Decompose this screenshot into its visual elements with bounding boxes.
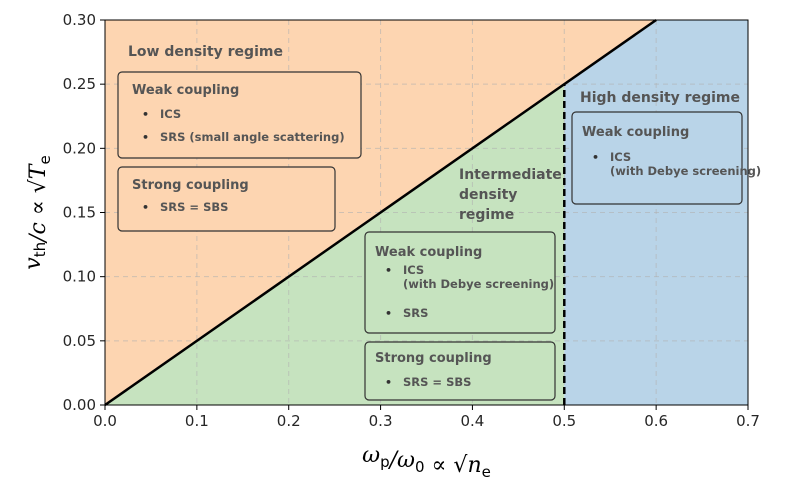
intermediate-density-title: regime bbox=[459, 207, 514, 223]
x-tick-label: 0.3 bbox=[369, 412, 393, 430]
bullet-icon: • bbox=[142, 108, 149, 121]
x-tick-label: 0.1 bbox=[185, 412, 209, 430]
annotations: Low density regime Intermediate density reg… bbox=[117, 44, 761, 401]
y-tick-label: 0.25 bbox=[63, 75, 96, 93]
boundary-lines bbox=[104, 18, 657, 407]
coupling-box-frame bbox=[364, 341, 556, 401]
coupling-box-title: Strong coupling bbox=[375, 351, 492, 366]
axis-labels: ωp/ω0 ∝ √ne vth/c ∝ √Te bbox=[21, 155, 491, 481]
coupling-box-low-weak: Weak coupling • ICS • SRS (small angle scatt… bbox=[117, 71, 362, 159]
x-tick-label: 0.5 bbox=[552, 412, 576, 430]
y-tick-label: 0.00 bbox=[63, 396, 96, 414]
bullet-icon: • bbox=[385, 264, 392, 277]
coupling-box-item: (with Debye screening) bbox=[610, 164, 761, 178]
x-tick-label: 0.6 bbox=[644, 412, 668, 430]
x-axis-label: ωp/ω0 ∝ √ne bbox=[362, 443, 491, 481]
coupling-box-title: Strong coupling bbox=[132, 178, 249, 193]
x-tick-label: 0.4 bbox=[460, 412, 484, 430]
coupling-box-title: Weak coupling bbox=[132, 83, 239, 98]
bullet-icon: • bbox=[592, 151, 599, 164]
coupling-box-item: SRS bbox=[403, 306, 428, 320]
coupling-box-frame bbox=[117, 166, 336, 232]
coupling-box-inter-strong: Strong coupling • SRS = SBS bbox=[364, 341, 556, 401]
x-tick-label: 0.2 bbox=[277, 412, 301, 430]
coupling-box-item: SRS = SBS bbox=[160, 200, 228, 214]
coupling-box-item: ICS bbox=[610, 150, 631, 164]
intermediate-density-title: Intermediate bbox=[459, 167, 562, 183]
y-tick-label: 0.20 bbox=[63, 139, 96, 157]
bullet-icon: • bbox=[385, 376, 392, 389]
coupling-box-item: (with Debye screening) bbox=[403, 277, 554, 291]
high-density-title: High density regime bbox=[580, 90, 740, 106]
coupling-box-item: SRS (small angle scattering) bbox=[160, 130, 345, 144]
coupling-box-inter-weak: Weak coupling • ICS(with Debye screening) •… bbox=[364, 231, 556, 334]
coupling-box-frame bbox=[117, 71, 362, 159]
bullet-icon: • bbox=[142, 201, 149, 214]
y-tick-label: 0.30 bbox=[63, 11, 96, 29]
low-density-title: Low density regime bbox=[128, 44, 283, 60]
y-tick-label: 0.15 bbox=[63, 204, 96, 222]
bullet-icon: • bbox=[142, 131, 149, 144]
coupling-box-item: ICS bbox=[160, 107, 181, 121]
coupling-box-item: ICS bbox=[403, 263, 424, 277]
x-tick-label: 0.0 bbox=[93, 412, 117, 430]
y-tick-label: 0.05 bbox=[63, 332, 96, 350]
intermediate-density-title: density bbox=[459, 187, 517, 203]
y-axis-label: vth/c ∝ √Te bbox=[21, 155, 54, 269]
y-tick-label: 0.10 bbox=[63, 268, 96, 286]
bullet-icon: • bbox=[385, 307, 392, 320]
coupling-box-title: Weak coupling bbox=[375, 245, 482, 260]
coupling-box-item: SRS = SBS bbox=[403, 375, 471, 389]
coupling-box-frame bbox=[571, 111, 743, 205]
coupling-box-frame bbox=[364, 231, 556, 334]
coupling-box-low-strong: Strong coupling • SRS = SBS bbox=[117, 166, 336, 232]
coupling-box-title: Weak coupling bbox=[582, 125, 689, 140]
ticks: 0.0 0.1 0.2 0.3 0.4 0.5 0.6 0.7 0.00 0.05 0.10 0.15… bbox=[63, 11, 760, 430]
x-tick-label: 0.7 bbox=[736, 412, 760, 430]
coupling-box-high-weak: Weak coupling • ICS(with Debye screening) bbox=[571, 111, 761, 205]
